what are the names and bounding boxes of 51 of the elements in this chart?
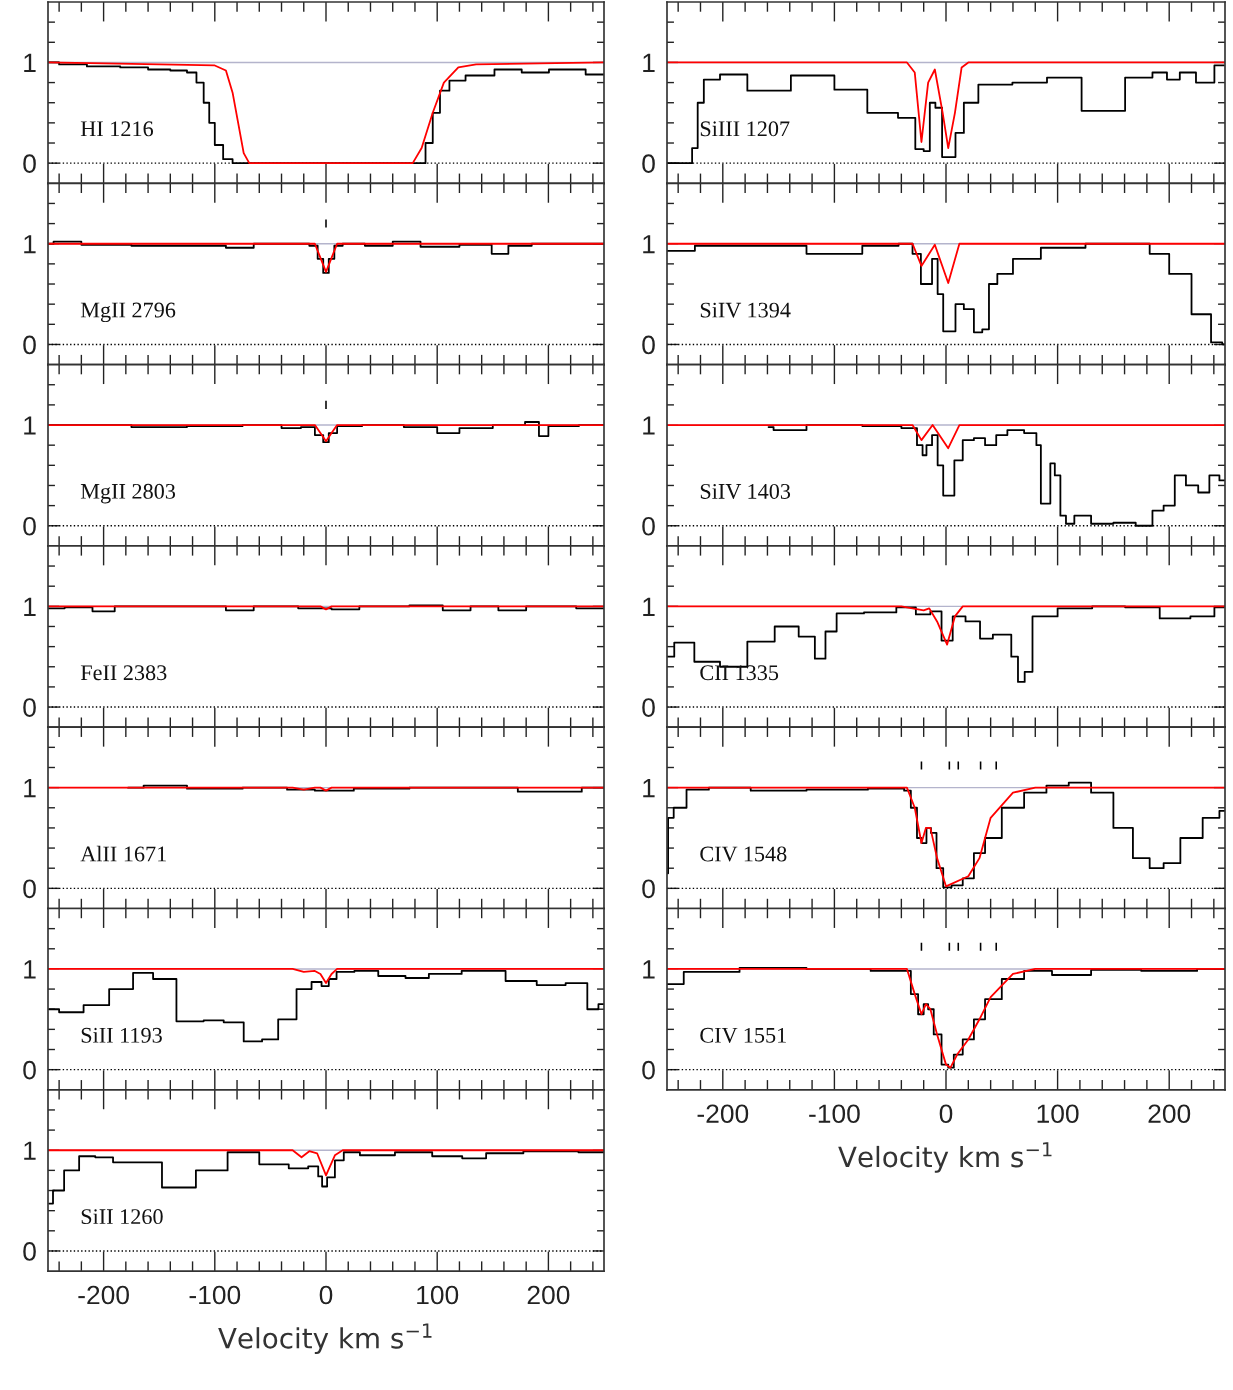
x-tick-label: 0 [939,1104,953,1124]
y-tick-label: 1 [24,416,36,435]
annotation: MgII 2796 [80,302,176,323]
annotation: SiIV 1394 [700,302,791,318]
y-tick-label: 0 [642,335,655,355]
y-tick-label: 0 [642,516,655,536]
y-tick-label: 1 [643,235,655,254]
annotation: SiII 1193 [81,1027,162,1043]
x-tick-label: 200 [1148,1104,1191,1124]
y-tick-label: 0 [23,1060,36,1080]
y-tick-label: 1 [643,597,655,616]
y-tick-label: 0 [642,698,655,717]
x-axis-title: Velocity km s$^{−1}$ [218,1323,432,1355]
x-tick-label: 200 [527,1285,570,1305]
y-tick-label: 0 [23,516,36,536]
y-tick-label: 1 [24,779,36,798]
annotation: SiIII 1207 [700,121,790,137]
annotation: SiII 1260 [81,1209,163,1225]
annotation: CIV 1548 [700,846,787,862]
y-tick-label: 0 [642,879,655,899]
x-axis-title: Velocity km s$^{−1}$ [838,1142,1052,1173]
annotation: HI 1216 [80,121,154,137]
y-tick-label: 0 [642,154,655,173]
x-tick-label: -200 [697,1104,749,1124]
x-tick-label: -100 [809,1104,860,1124]
annotation: FeII 2383 [80,665,167,681]
x-tick-label: -200 [78,1285,129,1305]
y-tick-label: 1 [24,235,36,254]
y-tick-label: 1 [24,597,36,616]
y-tick-label: 1 [643,416,655,435]
annotation: MgII 2803 [80,483,176,504]
y-tick-label: 1 [643,960,655,979]
x-tick-label: -100 [189,1285,241,1305]
y-tick-label: 0 [642,1060,655,1080]
y-tick-label: 1 [24,1141,36,1160]
y-tick-label: 1 [643,53,655,72]
y-tick-label: 0 [23,698,36,717]
y-tick-label: 1 [24,960,36,979]
y-tick-label: 0 [23,335,36,355]
annotation: CII 1335 [700,665,779,681]
y-tick-label: 1 [24,53,36,72]
annotation: AlII 1671 [80,845,166,862]
y-tick-label: 0 [23,1242,36,1261]
x-tick-label: 0 [319,1285,333,1305]
y-tick-label: 1 [643,779,655,798]
annotation: SiIV 1403 [700,483,791,499]
annotation: CIV 1551 [700,1027,786,1043]
y-tick-label: 0 [23,879,36,899]
x-tick-label: 100 [1037,1104,1079,1124]
y-tick-label: 0 [23,154,36,173]
x-tick-label: 100 [417,1285,459,1305]
